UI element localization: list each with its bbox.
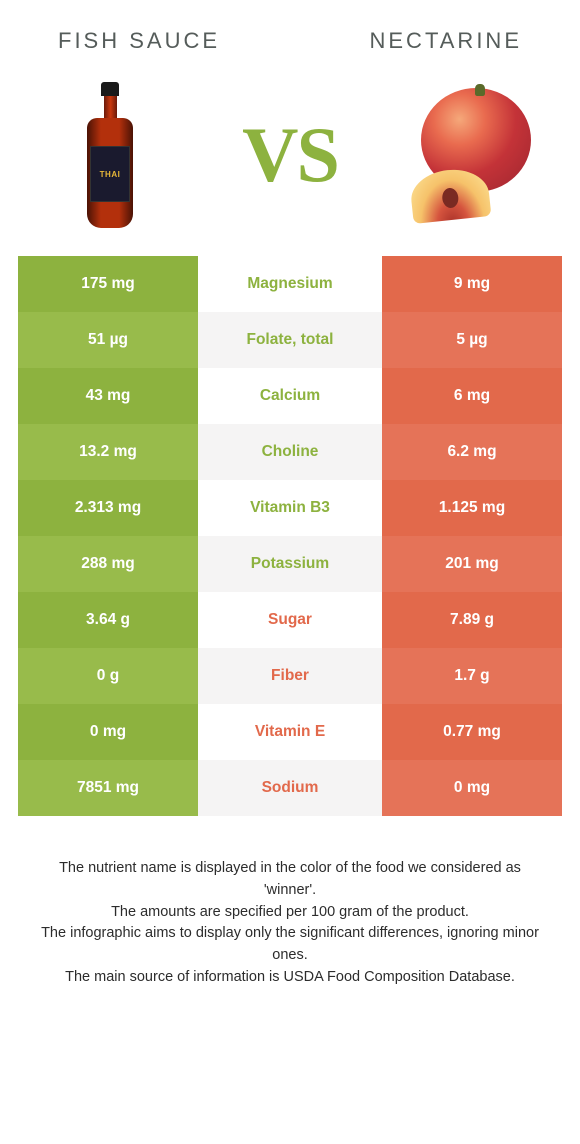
value-right: 5 µg bbox=[382, 312, 562, 368]
table-row: 13.2 mgCholine6.2 mg bbox=[18, 424, 562, 480]
food-right-title: Nectarine bbox=[370, 28, 523, 54]
value-left: 0 g bbox=[18, 648, 198, 704]
nutrient-label: Calcium bbox=[198, 368, 382, 424]
footer-notes: The nutrient name is displayed in the co… bbox=[0, 816, 580, 989]
nutrient-label: Folate, total bbox=[198, 312, 382, 368]
fish-sauce-image: THAI bbox=[35, 75, 185, 235]
value-right: 201 mg bbox=[382, 536, 562, 592]
footer-line: The main source of information is USDA F… bbox=[36, 967, 544, 989]
value-right: 0.77 mg bbox=[382, 704, 562, 760]
table-row: 2.313 mgVitamin B31.125 mg bbox=[18, 480, 562, 536]
value-right: 1.7 g bbox=[382, 648, 562, 704]
table-row: 175 mgMagnesium9 mg bbox=[18, 256, 562, 312]
value-left: 7851 mg bbox=[18, 760, 198, 816]
nutrient-label: Fiber bbox=[198, 648, 382, 704]
comparison-header: Fish sauce Nectarine bbox=[0, 0, 580, 66]
vs-label: VS bbox=[242, 110, 338, 200]
value-left: 0 mg bbox=[18, 704, 198, 760]
footer-line: The amounts are specified per 100 gram o… bbox=[36, 902, 544, 924]
value-right: 7.89 g bbox=[382, 592, 562, 648]
value-left: 43 mg bbox=[18, 368, 198, 424]
value-left: 13.2 mg bbox=[18, 424, 198, 480]
value-right: 6 mg bbox=[382, 368, 562, 424]
hero-row: THAI VS bbox=[0, 66, 580, 256]
value-left: 2.313 mg bbox=[18, 480, 198, 536]
nutrient-label: Choline bbox=[198, 424, 382, 480]
table-row: 0 mgVitamin E0.77 mg bbox=[18, 704, 562, 760]
footer-line: The nutrient name is displayed in the co… bbox=[36, 858, 544, 902]
nutrient-label: Sugar bbox=[198, 592, 382, 648]
value-left: 175 mg bbox=[18, 256, 198, 312]
value-right: 6.2 mg bbox=[382, 424, 562, 480]
table-row: 43 mgCalcium6 mg bbox=[18, 368, 562, 424]
value-left: 288 mg bbox=[18, 536, 198, 592]
nutrient-label: Sodium bbox=[198, 760, 382, 816]
table-row: 51 µgFolate, total5 µg bbox=[18, 312, 562, 368]
nutrient-label: Vitamin E bbox=[198, 704, 382, 760]
table-row: 288 mgPotassium201 mg bbox=[18, 536, 562, 592]
value-right: 0 mg bbox=[382, 760, 562, 816]
nutrient-label: Magnesium bbox=[198, 256, 382, 312]
nutrient-label: Vitamin B3 bbox=[198, 480, 382, 536]
table-row: 0 gFiber1.7 g bbox=[18, 648, 562, 704]
nutrient-label: Potassium bbox=[198, 536, 382, 592]
value-right: 9 mg bbox=[382, 256, 562, 312]
table-row: 3.64 gSugar7.89 g bbox=[18, 592, 562, 648]
table-row: 7851 mgSodium0 mg bbox=[18, 760, 562, 816]
food-left-title: Fish sauce bbox=[58, 28, 220, 54]
value-right: 1.125 mg bbox=[382, 480, 562, 536]
footer-line: The infographic aims to display only the… bbox=[36, 923, 544, 967]
nutrient-table: 175 mgMagnesium9 mg51 µgFolate, total5 µ… bbox=[0, 256, 580, 816]
value-left: 51 µg bbox=[18, 312, 198, 368]
nectarine-image bbox=[395, 75, 545, 235]
value-left: 3.64 g bbox=[18, 592, 198, 648]
